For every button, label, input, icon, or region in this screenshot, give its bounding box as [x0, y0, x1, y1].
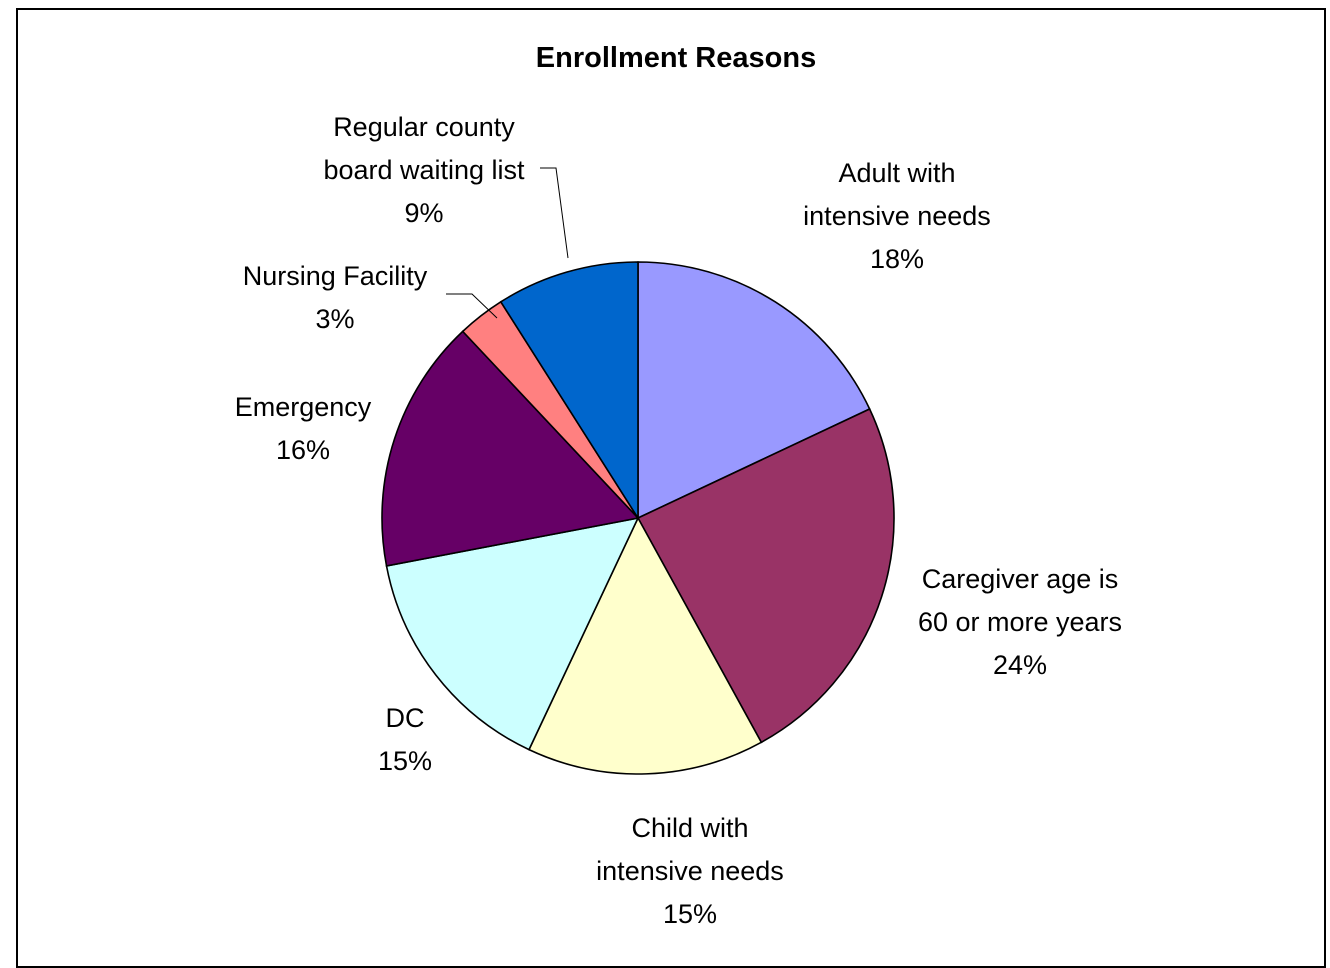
pie-slice	[637, 261, 871, 520]
leader-line	[446, 293, 498, 319]
slice-label: Adult with intensive needs 18%	[803, 158, 991, 274]
leader-line	[540, 167, 569, 259]
leader-lines	[446, 167, 569, 319]
pie-slice	[527, 516, 763, 775]
slice-label: Emergency 16%	[235, 392, 372, 465]
slice-label: DC 15%	[378, 703, 432, 776]
chart-title: Enrollment Reasons	[536, 42, 816, 74]
pie-slice	[385, 516, 640, 751]
slice-labels: Adult with intensive needs 18% Caregiver ag…	[235, 112, 1122, 929]
slice-label: Child with intensive needs 15%	[596, 813, 784, 929]
slice-label: Caregiver age is 60 or more years 24%	[918, 564, 1122, 680]
slice-label: Regular county board waiting list 9%	[323, 112, 525, 228]
pie-slice	[636, 407, 895, 744]
pie-slices	[381, 261, 895, 775]
pie-slice	[381, 330, 640, 567]
slice-label: Nursing Facility 3%	[243, 261, 428, 334]
pie-slice	[499, 261, 639, 521]
